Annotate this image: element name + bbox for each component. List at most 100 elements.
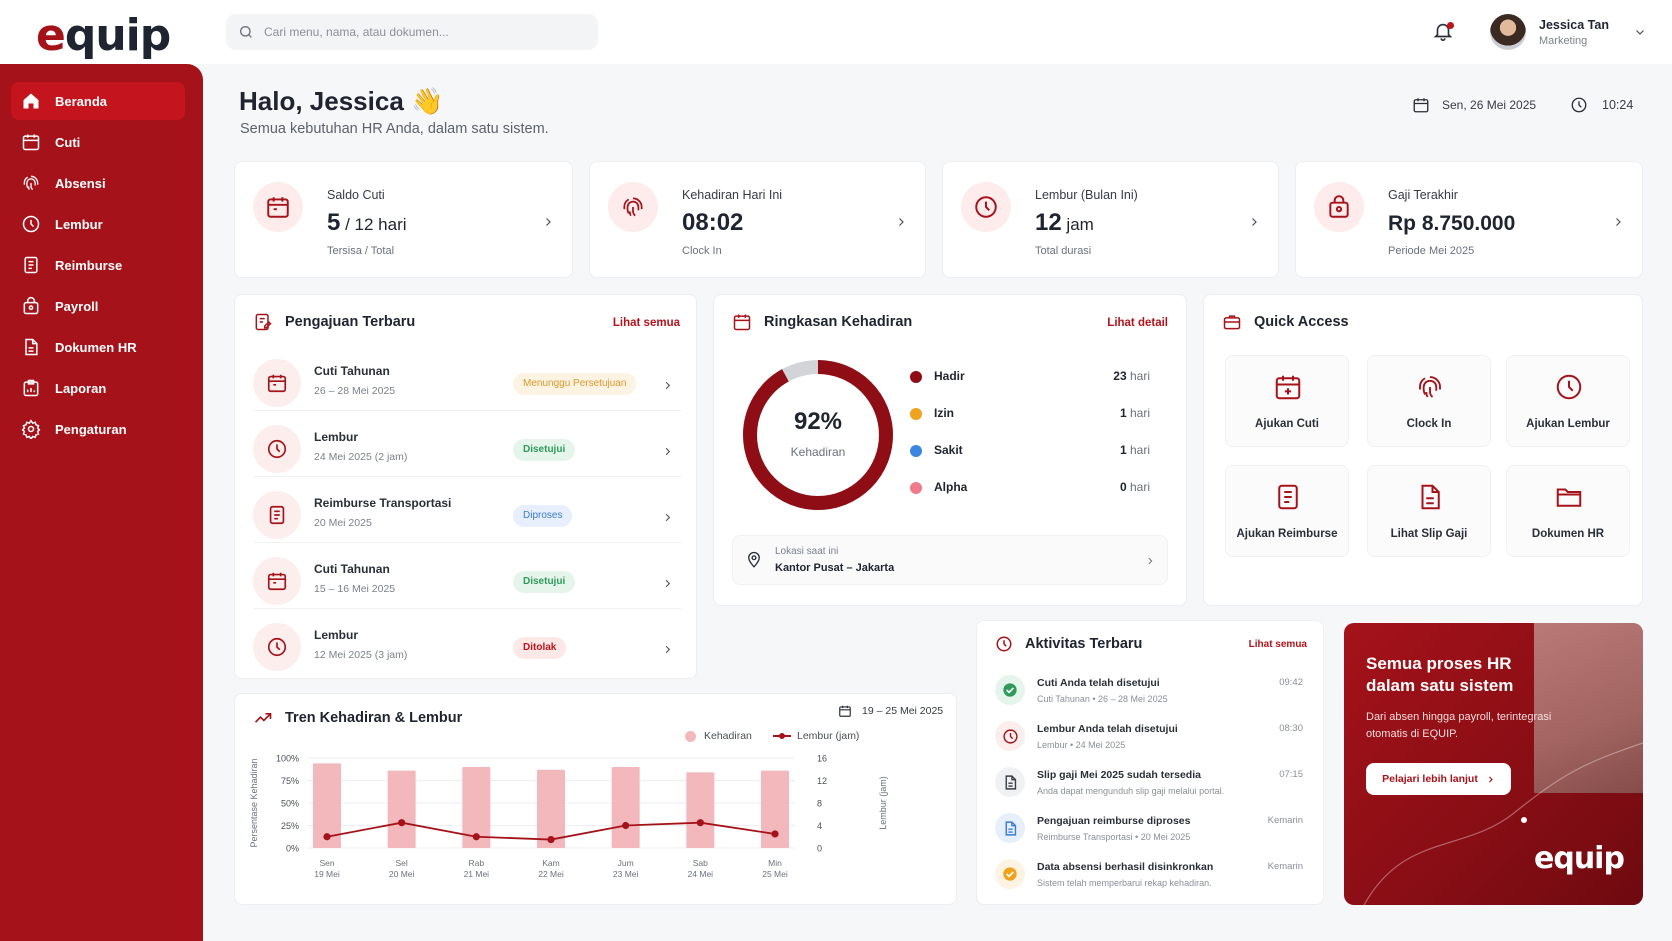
y-tick-right: 0 — [817, 844, 822, 854]
notification-button[interactable] — [1432, 20, 1454, 42]
sidebar-item-pengaturan[interactable]: Pengaturan — [11, 410, 185, 448]
list-item[interactable]: Lembur 12 Mei 2025 (3 jam) Ditolak — [253, 611, 681, 675]
home-icon — [23, 93, 39, 109]
sidebar-item-cuti[interactable]: Cuti — [11, 123, 185, 161]
activity-desc: Lembur • 24 Mei 2025 — [1037, 740, 1126, 750]
activity-time: 07:15 — [1279, 769, 1303, 780]
sidebar-item-dokumen-hr[interactable]: Dokumen HR — [11, 328, 185, 366]
legend-value: 23 hari — [1113, 369, 1150, 383]
activity-title-item: Data absensi berhasil disinkronkan — [1037, 861, 1214, 873]
list-item[interactable]: Slip gaji Mei 2025 sudah tersedia Anda d… — [995, 763, 1303, 809]
trend-range[interactable]: 19 – 25 Mei 2025 — [838, 704, 943, 718]
location-label: Lokasi saat ini — [775, 546, 839, 557]
location-box[interactable]: Lokasi saat ini Kantor Pusat – Jakarta — [732, 535, 1168, 585]
quick-dokumen-hr[interactable]: Dokumen HR — [1506, 465, 1630, 557]
list-item[interactable]: Reimburse Transportasi 20 Mei 2025 Dipro… — [253, 479, 681, 543]
clock-icon — [1556, 374, 1582, 400]
legend-dot — [910, 408, 922, 420]
bar-2 — [462, 767, 491, 848]
trend-card: Tren Kehadiran & Lembur 19 – 25 Mei 2025… — [234, 693, 957, 905]
stat-suffix: / 12 hari — [340, 215, 407, 234]
avatar[interactable] — [1490, 14, 1526, 50]
x-tick-date: 25 Mei — [762, 869, 788, 879]
requests-card: Pengajuan Terbaru Lihat semua Cuti Tahun… — [234, 294, 697, 679]
quick-access-label: Ajukan Cuti — [1255, 418, 1319, 430]
request-date: 20 Mei 2025 — [314, 517, 372, 529]
sidebar-item-lembur[interactable]: Lembur — [11, 205, 185, 243]
trend-range-text: 19 – 25 Mei 2025 — [862, 705, 944, 717]
quick-lihat-slip-gaji[interactable]: Lihat Slip Gaji — [1367, 465, 1491, 557]
legend-value: 1 hari — [1120, 443, 1150, 457]
bar-5 — [686, 772, 715, 848]
list-item[interactable]: Cuti Anda telah disetujui Cuti Tahunan •… — [995, 671, 1303, 717]
status-badge: Diproses — [513, 505, 573, 527]
list-item[interactable]: Cuti Tahunan 15 – 16 Mei 2025 Disetujui — [253, 545, 681, 609]
line-point-5 — [696, 819, 704, 827]
folder-icon — [1556, 488, 1582, 507]
attendance-legend-hadir: Hadir 23 hari — [910, 367, 1150, 387]
promo-banner: Semua proses HR dalam satu sistem Dari a… — [1344, 623, 1643, 905]
list-item[interactable]: Pengajuan reimburse diproses Reimburse T… — [995, 809, 1303, 855]
stat-icon-wrap — [608, 182, 658, 232]
attendance-detail-link[interactable]: Lihat detail — [1107, 317, 1168, 329]
legend-value: 1 hari — [1120, 406, 1150, 420]
legend-label: Lembur (jam) — [797, 730, 860, 742]
chevron-right-icon — [665, 645, 671, 654]
calendar-icon — [267, 374, 287, 393]
stat-card-kehadiran[interactable]: Kehadiran Hari Ini 08:02 Clock In — [589, 161, 926, 278]
legend-unit: hari — [1129, 480, 1150, 494]
chevron-down-icon[interactable] — [1634, 26, 1646, 38]
sidebar-item-label: Lembur — [55, 216, 103, 232]
gear-icon — [21, 419, 41, 439]
x-tick-date: 19 Mei — [314, 869, 340, 879]
calendar-icon — [1413, 98, 1429, 113]
list-item[interactable]: Lembur Anda telah disetujui Lembur • 24 … — [995, 717, 1303, 763]
quick-ajukan-cuti[interactable]: Ajukan Cuti — [1225, 355, 1349, 447]
y-axis-label-left: Persentase Kehadiran — [249, 758, 259, 847]
sidebar-item-label: Absensi — [55, 175, 106, 191]
stat-sub: Periode Mei 2025 — [1388, 245, 1475, 257]
sidebar-item-laporan[interactable]: Laporan — [11, 369, 185, 407]
status-badge: Menunggu Persetujuan — [513, 373, 637, 395]
list-item[interactable]: Cuti Tahunan 26 – 28 Mei 2025 Menunggu P… — [253, 347, 681, 411]
sidebar-item-beranda[interactable]: Beranda — [11, 82, 185, 120]
stat-card-saldo-cuti[interactable]: Saldo Cuti 5 / 12 hari Tersisa / Total — [234, 161, 573, 278]
attendance-legend-izin: Izin 1 hari — [910, 404, 1150, 424]
stat-card-lembur[interactable]: Lembur (Bulan Ini) 12 jam Total durasi — [942, 161, 1279, 278]
x-tick-day: Min — [768, 858, 782, 868]
sidebar-item-label: Reimburse — [55, 257, 123, 273]
stat-value: Rp 8.750.000 — [1388, 212, 1515, 236]
requests-see-all-link[interactable]: Lihat semua — [612, 317, 680, 329]
stat-label: Gaji Terakhir — [1388, 188, 1458, 202]
quick-ajukan-reimburse[interactable]: Ajukan Reimburse — [1225, 465, 1349, 557]
sidebar-item-absensi[interactable]: Absensi — [11, 164, 185, 202]
activity-see-all-link[interactable]: Lihat semua — [1248, 639, 1307, 650]
quick-access-title-text: Quick Access — [1254, 314, 1349, 330]
brand-logo[interactable]: equip — [36, 10, 171, 61]
check-icon — [1003, 867, 1017, 881]
requests-title-text: Pengajuan Terbaru — [285, 314, 416, 330]
legend-number: 23 — [1113, 369, 1127, 383]
x-tick-date: 23 Mei — [613, 869, 639, 879]
search-input[interactable] — [264, 25, 584, 39]
stat-card-gaji[interactable]: Gaji Terakhir Rp 8.750.000 Periode Mei 2… — [1295, 161, 1643, 278]
list-item[interactable]: Lembur 24 Mei 2025 (2 jam) Disetujui — [253, 413, 681, 477]
wallet-icon — [1329, 195, 1349, 218]
promo-logo: equip — [1534, 841, 1625, 876]
quick-clock-in[interactable]: Clock In — [1367, 355, 1491, 447]
activity-title-item: Cuti Anda telah disetujui — [1037, 677, 1160, 689]
promo-learn-more-button[interactable]: Pelajari lebih lanjut — [1366, 763, 1511, 795]
activity-desc: Reimburse Transportasi • 20 Mei 2025 — [1037, 832, 1191, 842]
quick-ajukan-lembur[interactable]: Ajukan Lembur — [1506, 355, 1630, 447]
quick-access-label: Dokumen HR — [1531, 528, 1605, 540]
list-item[interactable]: Data absensi berhasil disinkronkan Siste… — [995, 855, 1303, 901]
search-box[interactable] — [226, 14, 598, 50]
page-title: Halo, Jessica 👋 — [239, 86, 443, 117]
stat-value: 5 / 12 hari — [327, 209, 407, 237]
fingerprint-icon — [23, 175, 39, 191]
sidebar-item-payroll[interactable]: Payroll — [11, 287, 185, 325]
quick-access-card: Quick Access Ajukan Cuti Clock In Ajukan… — [1203, 294, 1643, 606]
top-bar: equip Jessica Tan Marketing — [0, 0, 1672, 64]
chevron-right-icon — [546, 218, 551, 226]
sidebar-item-reimburse[interactable]: Reimburse — [11, 246, 185, 284]
